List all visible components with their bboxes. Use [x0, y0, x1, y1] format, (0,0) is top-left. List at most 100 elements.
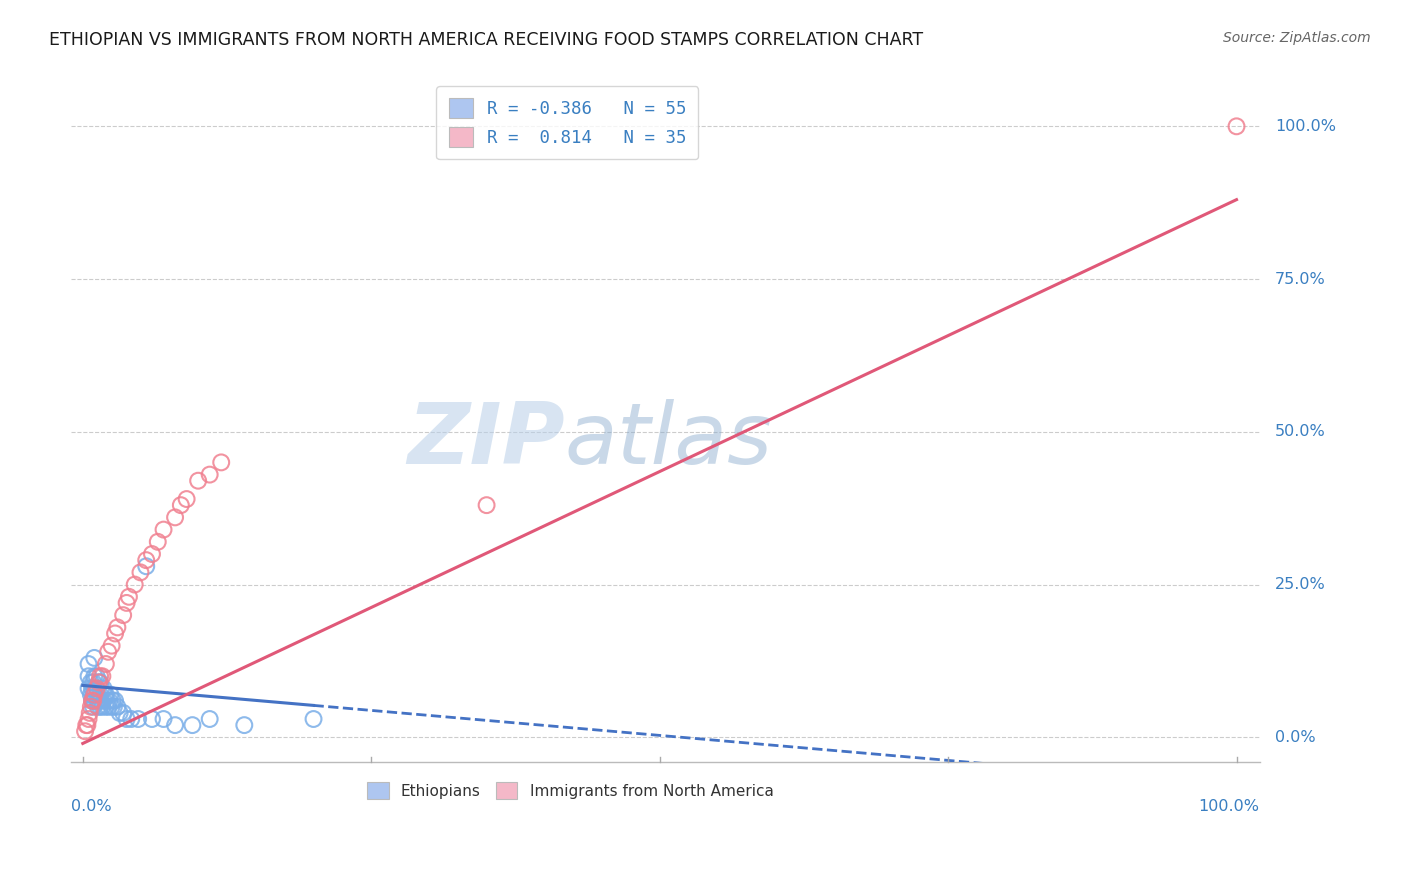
Point — [86, 681, 108, 696]
Point — [86, 669, 108, 683]
Point — [141, 547, 163, 561]
Point — [233, 718, 256, 732]
Point — [187, 474, 209, 488]
Point — [75, 724, 97, 739]
Point — [77, 712, 100, 726]
Point — [1225, 120, 1247, 134]
Point — [152, 712, 174, 726]
Point — [87, 675, 110, 690]
Point — [87, 675, 110, 690]
Point — [80, 681, 103, 696]
Point — [91, 669, 114, 683]
Point — [89, 699, 111, 714]
Point — [94, 657, 117, 671]
Point — [165, 718, 187, 732]
Text: atlas: atlas — [564, 399, 772, 482]
Text: 25.0%: 25.0% — [1275, 577, 1326, 592]
Point — [198, 467, 221, 482]
Point — [97, 645, 120, 659]
Text: 100.0%: 100.0% — [1198, 799, 1260, 814]
Point — [105, 699, 128, 714]
Point — [165, 510, 187, 524]
Point — [124, 577, 146, 591]
Point — [103, 699, 125, 714]
Point — [129, 566, 152, 580]
Point — [83, 688, 105, 702]
Point — [118, 590, 141, 604]
Point — [91, 699, 114, 714]
Legend: Ethiopians, Immigrants from North America: Ethiopians, Immigrants from North Americ… — [361, 776, 779, 805]
Point — [302, 712, 325, 726]
Point — [83, 688, 105, 702]
Point — [82, 688, 104, 702]
Point — [80, 675, 103, 690]
Point — [112, 706, 135, 720]
Point — [94, 699, 117, 714]
Point — [135, 553, 157, 567]
Point — [105, 620, 128, 634]
Text: ZIP: ZIP — [406, 399, 564, 482]
Point — [76, 718, 98, 732]
Point — [93, 688, 115, 702]
Text: ETHIOPIAN VS IMMIGRANTS FROM NORTH AMERICA RECEIVING FOOD STAMPS CORRELATION CHA: ETHIOPIAN VS IMMIGRANTS FROM NORTH AMERI… — [49, 31, 924, 49]
Point — [104, 694, 127, 708]
Point — [87, 694, 110, 708]
Point — [115, 712, 138, 726]
Point — [77, 657, 100, 671]
Text: 50.0%: 50.0% — [1275, 425, 1326, 440]
Point — [146, 534, 169, 549]
Point — [77, 669, 100, 683]
Point — [89, 669, 111, 683]
Point — [93, 694, 115, 708]
Point — [86, 694, 108, 708]
Text: 75.0%: 75.0% — [1275, 271, 1326, 286]
Point — [127, 712, 149, 726]
Point — [101, 694, 124, 708]
Point — [82, 699, 104, 714]
Point — [90, 694, 112, 708]
Point — [104, 626, 127, 640]
Point — [96, 694, 118, 708]
Text: Source: ZipAtlas.com: Source: ZipAtlas.com — [1223, 31, 1371, 45]
Point — [86, 681, 108, 696]
Point — [98, 694, 121, 708]
Point — [120, 712, 142, 726]
Point — [80, 688, 103, 702]
Point — [83, 669, 105, 683]
Point — [75, 718, 97, 732]
Point — [89, 675, 111, 690]
Point — [152, 523, 174, 537]
Point — [100, 639, 122, 653]
Text: 0.0%: 0.0% — [72, 799, 112, 814]
Point — [93, 681, 115, 696]
Text: 0.0%: 0.0% — [1275, 730, 1316, 745]
Point — [83, 694, 105, 708]
Point — [79, 706, 101, 720]
Point — [80, 694, 103, 708]
Point — [89, 688, 111, 702]
Point — [176, 491, 198, 506]
Point — [82, 694, 104, 708]
Text: 100.0%: 100.0% — [1275, 119, 1336, 134]
Point — [141, 712, 163, 726]
Point — [108, 706, 131, 720]
Point — [112, 608, 135, 623]
Point — [83, 681, 105, 696]
Point — [77, 681, 100, 696]
Point — [82, 675, 104, 690]
Point — [87, 688, 110, 702]
Point — [198, 712, 221, 726]
Point — [170, 498, 193, 512]
Point — [80, 699, 103, 714]
Point — [94, 688, 117, 702]
Point — [135, 559, 157, 574]
Point — [209, 455, 232, 469]
Point — [90, 681, 112, 696]
Point — [83, 651, 105, 665]
Point — [80, 694, 103, 708]
Point — [100, 688, 122, 702]
Point — [115, 596, 138, 610]
Point — [100, 699, 122, 714]
Point — [87, 699, 110, 714]
Point — [97, 699, 120, 714]
